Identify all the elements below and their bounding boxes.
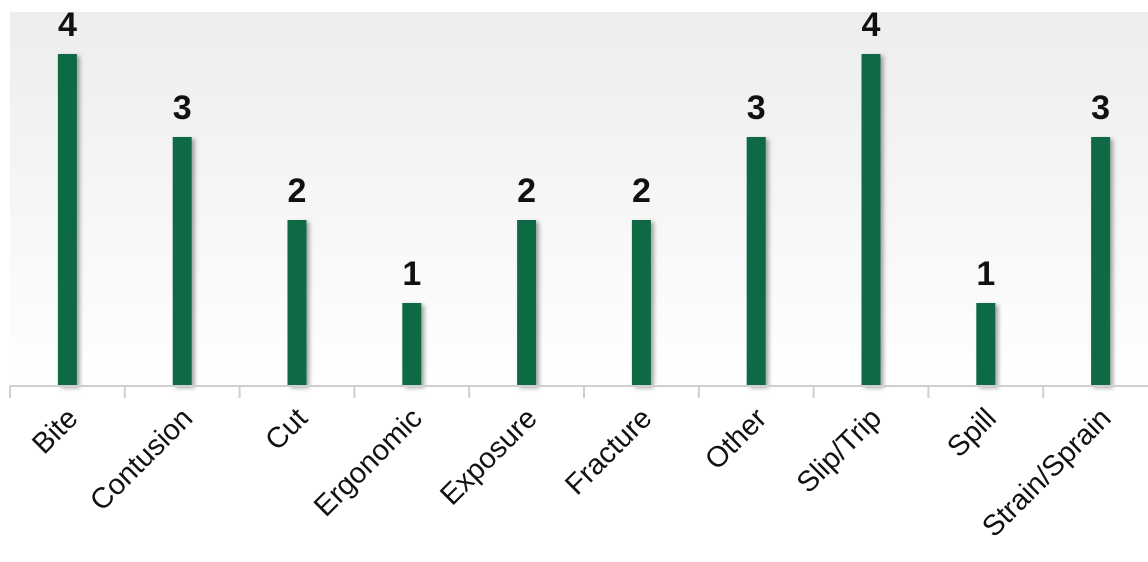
category-label-bite: Bite [26, 402, 84, 460]
bar-spill [976, 303, 996, 386]
bar-strain-sprain [1091, 137, 1111, 386]
bar-cut [287, 220, 307, 386]
value-label-fracture: 2 [632, 172, 651, 210]
value-label-cut: 2 [288, 172, 307, 210]
value-label-exposure: 2 [517, 172, 536, 210]
category-label-cut: Cut [259, 402, 314, 457]
category-label-exposure: Exposure [434, 402, 543, 511]
bar-slip-trip [861, 54, 881, 386]
value-label-ergonomic: 1 [402, 255, 421, 293]
category-label-contusion: Contusion [84, 402, 199, 517]
value-label-spill: 1 [976, 255, 995, 293]
category-label-spill: Spill [941, 402, 1002, 463]
value-label-other: 3 [747, 89, 766, 127]
bar-ergonomic [402, 303, 422, 386]
bar-exposure [517, 220, 537, 386]
bar-fracture [631, 220, 651, 386]
category-label-fracture: Fracture [559, 402, 658, 501]
bars-layer [57, 54, 1111, 386]
category-label-other: Other [699, 402, 773, 476]
category-label-ergonomic: Ergonomic [308, 402, 429, 523]
bar-other [746, 137, 766, 386]
value-label-strain-sprain: 3 [1091, 89, 1110, 127]
value-label-contusion: 3 [173, 89, 192, 127]
bar-contusion [172, 137, 192, 386]
category-label-slip-trip: Slip/Trip [791, 402, 888, 499]
value-label-slip-trip: 4 [862, 6, 881, 44]
value-labels-layer: 4 3 2 1 2 2 3 4 1 3 [58, 6, 1110, 293]
x-axis [9, 385, 1148, 398]
plot-background [10, 12, 1148, 386]
bar-bite [57, 54, 77, 386]
value-label-bite: 4 [58, 6, 77, 44]
